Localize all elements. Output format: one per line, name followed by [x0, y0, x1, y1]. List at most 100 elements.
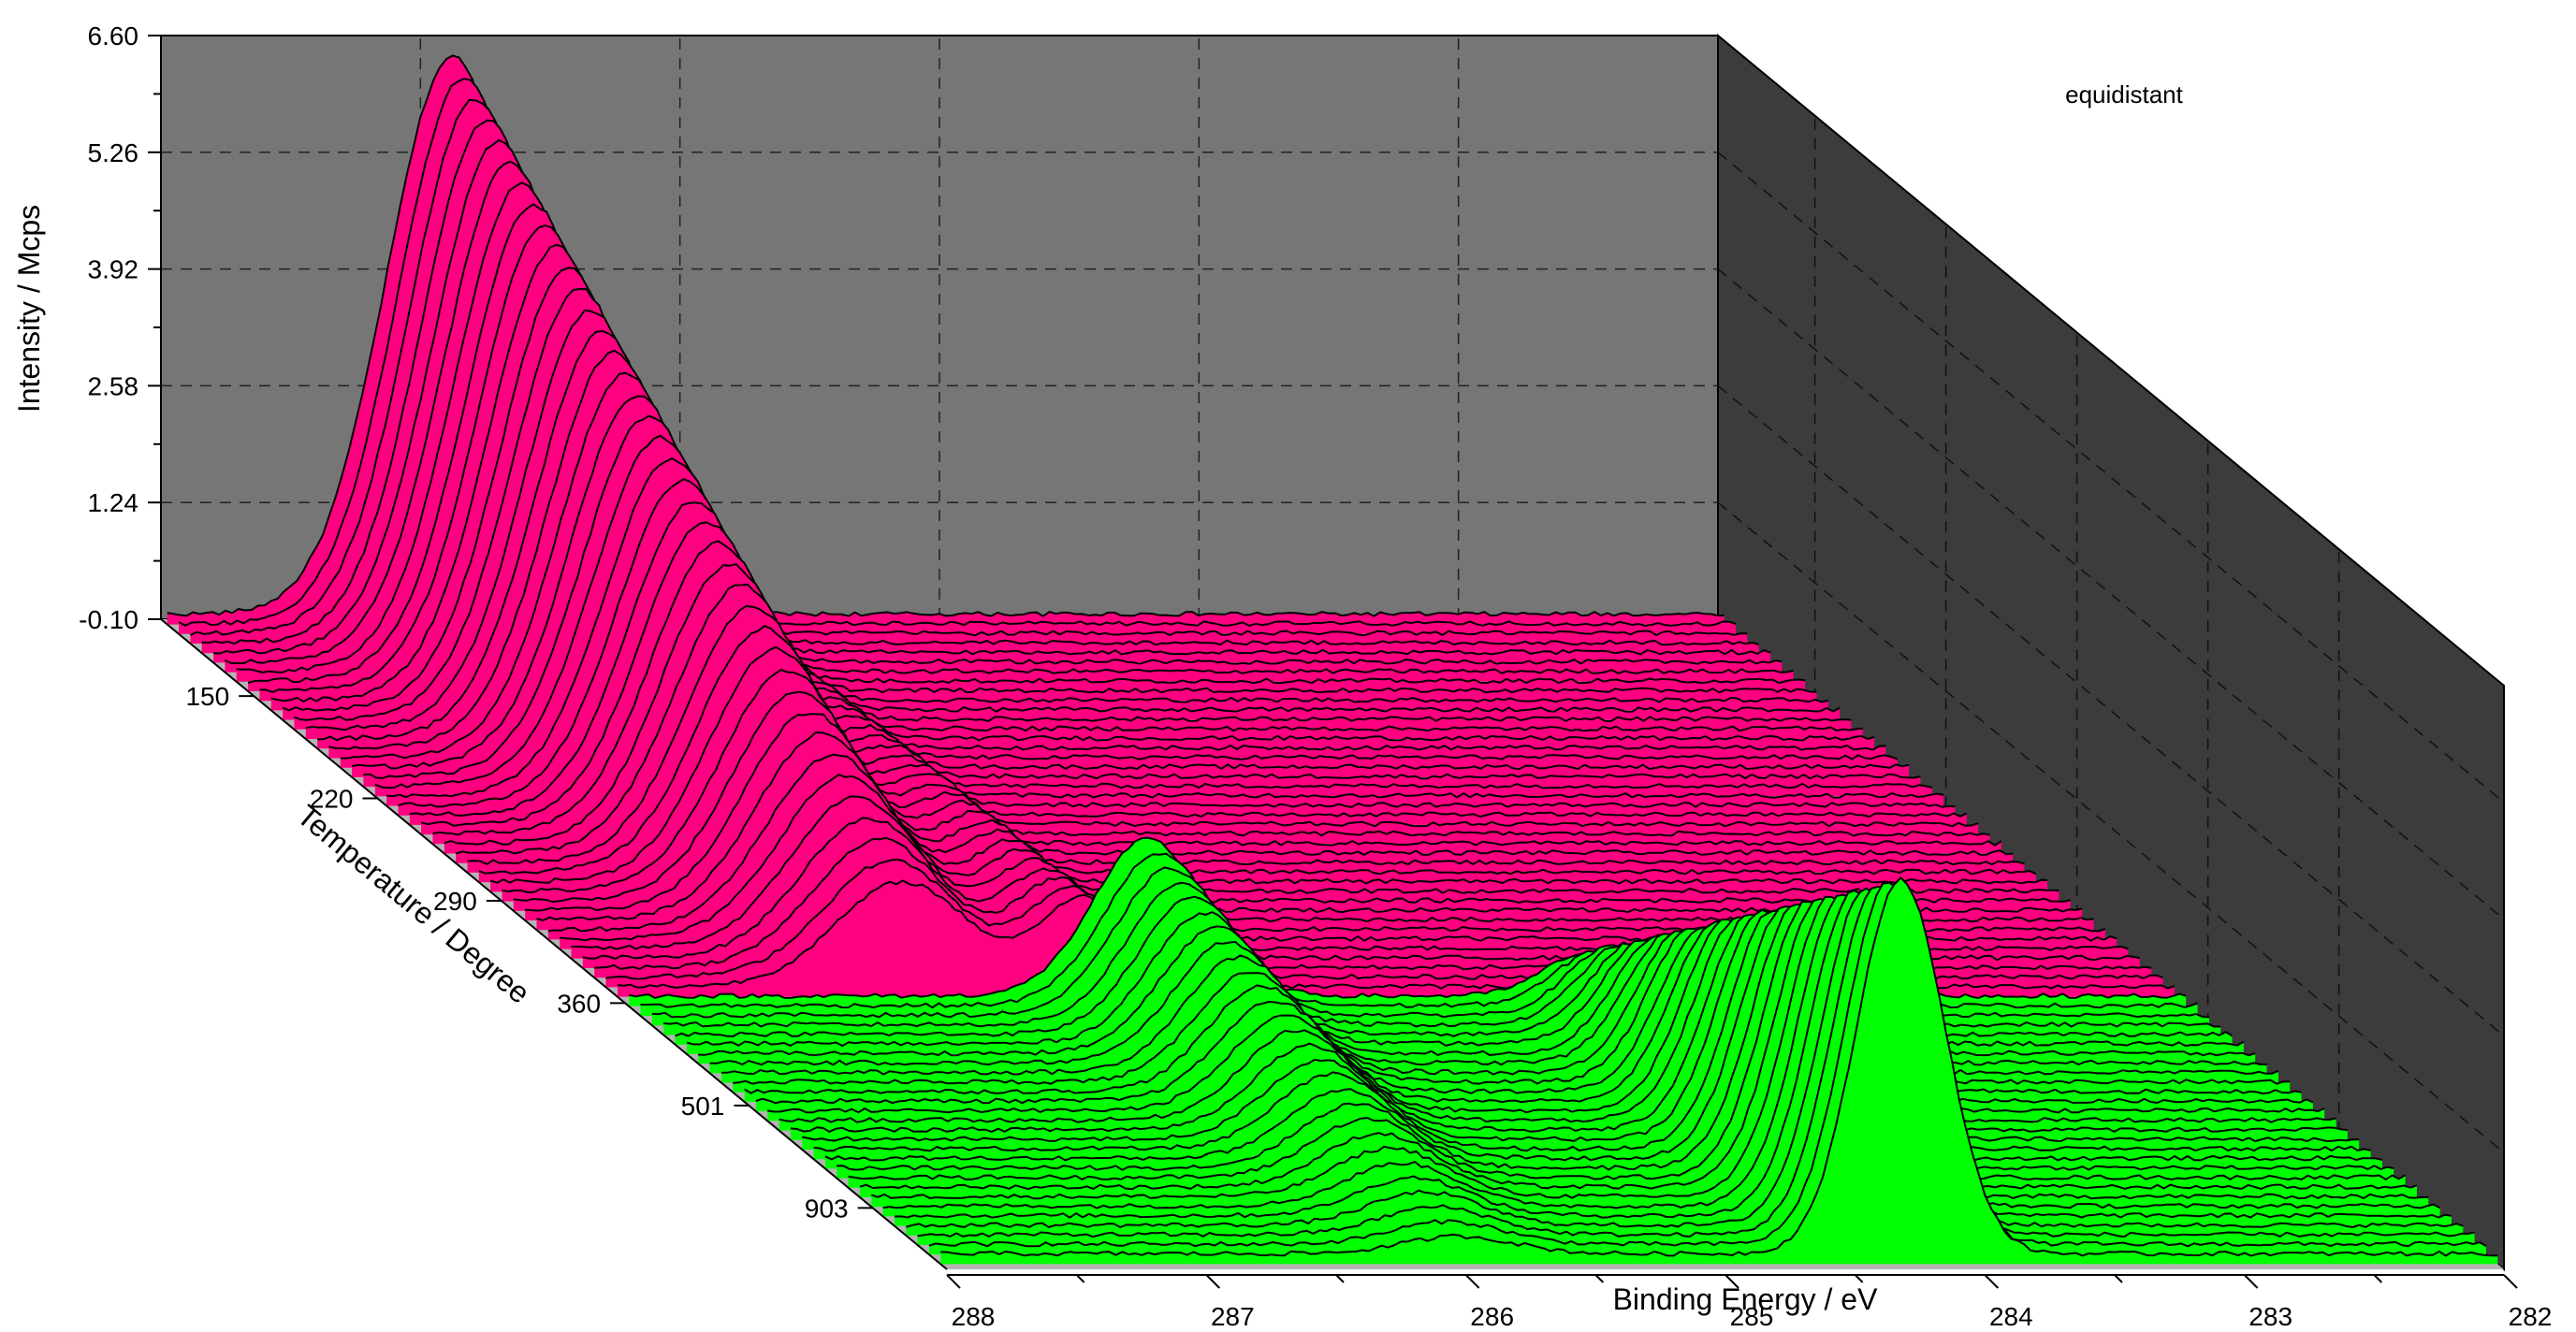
- z-tick-label: 150: [185, 682, 229, 711]
- x-tick-label: 284: [1989, 1302, 2033, 1331]
- z-tick-label: 220: [310, 785, 354, 814]
- trace-line-14: [328, 349, 1886, 751]
- trace-line-13: [317, 330, 1875, 742]
- x-minor-tick: [1594, 1274, 1605, 1283]
- trace-line-28: [489, 645, 2048, 885]
- gridline-y-side: [1717, 384, 2505, 1036]
- trace-line-45: [686, 911, 2245, 1047]
- x-minor-tick: [1854, 1274, 1864, 1283]
- trace-line-1: [178, 78, 1737, 627]
- x-tick: [1464, 1274, 1480, 1289]
- trace-line-7: [247, 203, 1806, 685]
- trace-line-22: [420, 521, 1979, 828]
- x-tick-label: 283: [2249, 1302, 2292, 1331]
- trace-line-66: [928, 881, 2487, 1248]
- x-tick-label: 282: [2509, 1302, 2553, 1331]
- z-tick-label: 360: [557, 989, 601, 1018]
- trace-line-57: [824, 905, 2383, 1162]
- x-axis-title: Binding Energy / eV: [1613, 1282, 1879, 1316]
- z-tick-label: 903: [805, 1194, 849, 1223]
- trace-line-5: [224, 160, 1783, 665]
- gridline-y-side: [1717, 268, 2505, 920]
- trace-line-51: [755, 920, 2314, 1105]
- chart-traces: [167, 54, 2498, 1265]
- y-tick-label: 6.60: [88, 22, 139, 51]
- z-tick-label: 290: [433, 887, 477, 916]
- trace-line-29: [502, 668, 2059, 894]
- chart-axes: [148, 35, 2518, 1289]
- y-tick-label: 2.58: [88, 371, 139, 400]
- trace-line-58: [837, 903, 2394, 1171]
- x-tick-label: 285: [1730, 1302, 1774, 1331]
- trace-line-16: [351, 395, 1910, 770]
- trace-line-26: [467, 605, 2025, 866]
- x-minor-tick: [1335, 1274, 1345, 1283]
- trace-line-50: [744, 925, 2302, 1095]
- trace-line-65: [917, 885, 2475, 1238]
- trace-line-47: [709, 933, 2267, 1066]
- y-tick-label: -0.10: [79, 605, 138, 634]
- z-tick-label: 501: [681, 1092, 725, 1121]
- trace-line-59: [848, 901, 2407, 1180]
- trace-line-64: [906, 887, 2464, 1228]
- trace-line-46: [698, 925, 2256, 1057]
- x-tick: [1725, 1274, 1739, 1289]
- trace-line-20: [398, 478, 1956, 808]
- trace-line-56: [813, 909, 2371, 1152]
- trace-line-25: [455, 584, 2014, 856]
- trace-line-42: [651, 866, 2209, 1019]
- trace-line-3: [201, 119, 1760, 646]
- trace-line-27: [478, 625, 2037, 876]
- x-tick-label: 286: [1470, 1302, 1514, 1331]
- trace-line-11: [294, 288, 1852, 722]
- z-axis-line: [160, 618, 948, 1270]
- x-tick: [1205, 1274, 1221, 1289]
- trace-line-2: [189, 98, 1748, 637]
- trace-line-61: [870, 895, 2429, 1200]
- trace-line-9: [270, 243, 1828, 703]
- trace-line-24: [444, 563, 2002, 847]
- y-tick-label: 1.24: [88, 488, 139, 517]
- trace-line-15: [340, 371, 1899, 760]
- trace-line-48: [720, 930, 2279, 1076]
- trace-line-67: [940, 876, 2498, 1257]
- trace-line-44: [675, 895, 2234, 1037]
- trace-line-62: [882, 893, 2441, 1209]
- x-tick: [2243, 1274, 2259, 1289]
- trace-line-0: [167, 54, 1725, 617]
- y-tick-label: 3.92: [88, 255, 139, 284]
- trace-line-60: [859, 898, 2418, 1191]
- trace-line-4: [213, 138, 1771, 656]
- x-minor-tick: [2373, 1274, 2383, 1283]
- gridline-y-side: [1717, 152, 2505, 804]
- trace-line-21: [409, 501, 1968, 818]
- x-tick-label: 288: [952, 1302, 996, 1331]
- trace-line-23: [432, 540, 1990, 837]
- y-tick-label: 5.26: [88, 138, 139, 167]
- trace-line-8: [259, 224, 1817, 694]
- trace-line-19: [386, 457, 1944, 799]
- trace-line-52: [767, 919, 2325, 1114]
- gridline-y-side: [1717, 501, 2505, 1153]
- trace-line-55: [802, 908, 2360, 1143]
- trace-line-54: [790, 913, 2349, 1133]
- trace-line-17: [363, 414, 1921, 780]
- trace-line-12: [305, 309, 1863, 732]
- x-tick: [1984, 1274, 2000, 1289]
- annotation-text: equidistant: [2065, 80, 2184, 109]
- x-minor-tick: [2114, 1274, 2123, 1283]
- x-minor-tick: [1075, 1274, 1085, 1283]
- trace-line-18: [374, 434, 1933, 789]
- trace-line-53: [779, 916, 2336, 1123]
- trace-line-43: [663, 881, 2221, 1028]
- y-axis-title: Intensity / Mcps: [12, 205, 46, 413]
- trace-line-63: [894, 890, 2452, 1219]
- trace-line-10: [282, 267, 1841, 713]
- trace-line-6: [236, 181, 1794, 674]
- trace-line-49: [733, 927, 2291, 1085]
- x-tick: [2503, 1274, 2518, 1289]
- trace-fill-39: [617, 880, 2175, 997]
- x-tick: [946, 1274, 961, 1289]
- x-tick-label: 287: [1211, 1302, 1255, 1331]
